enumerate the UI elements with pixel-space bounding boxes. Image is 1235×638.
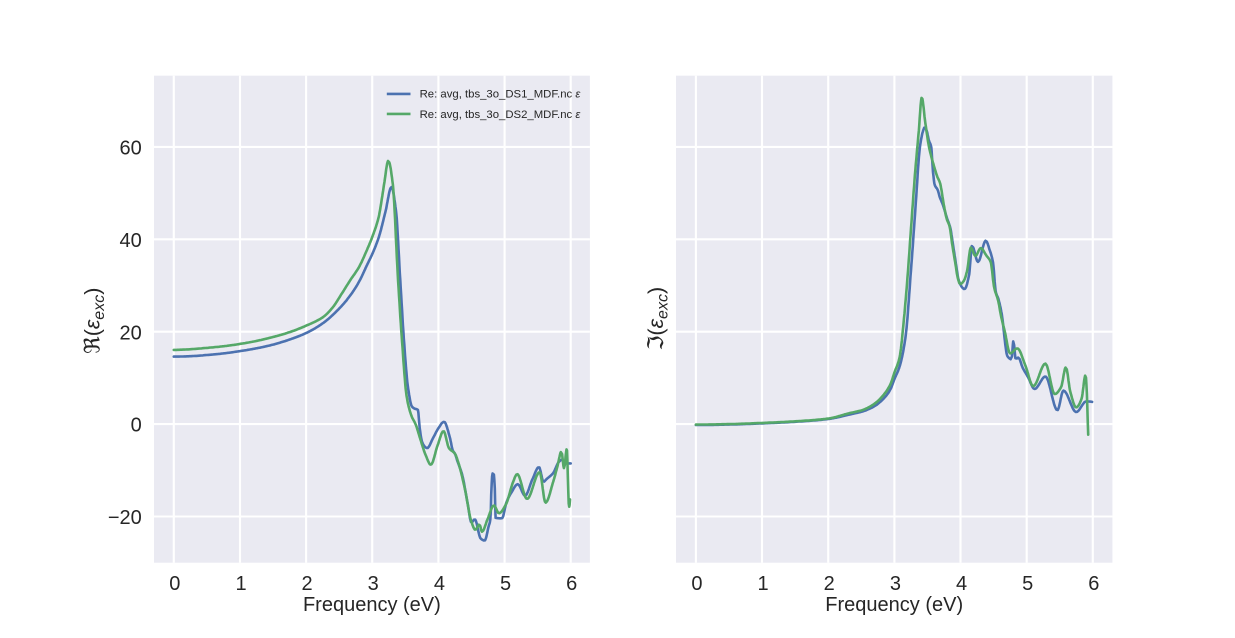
svg-text:5: 5: [500, 573, 511, 595]
svg-text:Re: avg, tbs_3o_DS2_MDF.nc ε: Re: avg, tbs_3o_DS2_MDF.nc ε: [420, 109, 582, 121]
svg-text:20: 20: [120, 322, 142, 344]
svg-text:Frequency (eV): Frequency (eV): [825, 594, 963, 616]
svg-text:3: 3: [890, 573, 901, 595]
svg-text:1: 1: [757, 573, 768, 595]
svg-text:5: 5: [1022, 573, 1033, 595]
svg-text:1: 1: [235, 573, 246, 595]
svg-text:0: 0: [169, 573, 180, 595]
svg-text:−20: −20: [108, 507, 142, 529]
svg-text:Re: avg, tbs_3o_DS1_MDF.nc ε: Re: avg, tbs_3o_DS1_MDF.nc ε: [420, 89, 582, 101]
svg-text:4: 4: [956, 573, 967, 595]
svg-text:4: 4: [434, 573, 445, 595]
svg-text:3: 3: [368, 573, 379, 595]
svg-text:6: 6: [1088, 573, 1099, 595]
svg-text:40: 40: [120, 230, 142, 252]
svg-text:0: 0: [131, 415, 142, 437]
svg-text:2: 2: [824, 573, 835, 595]
svg-text:2: 2: [302, 573, 313, 595]
svg-text:0: 0: [691, 573, 702, 595]
svg-text:Frequency (eV): Frequency (eV): [303, 594, 441, 616]
svg-text:60: 60: [120, 138, 142, 160]
svg-text:6: 6: [566, 573, 577, 595]
